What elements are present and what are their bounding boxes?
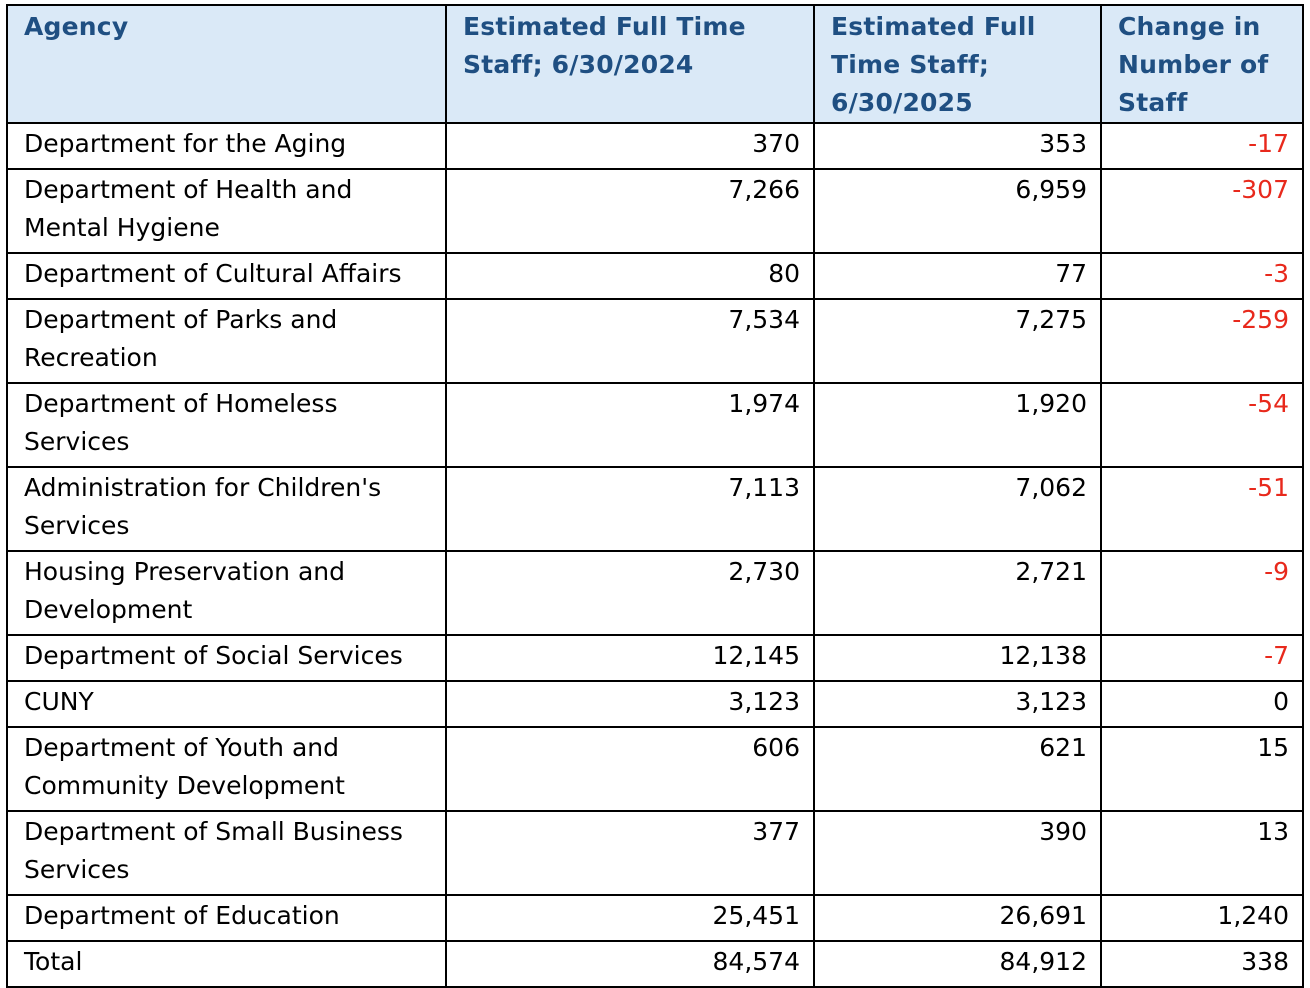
total-row: Total 84,574 84,912 338: [6, 940, 1304, 988]
staffing-table: Agency Estimated Full Time Staff; 6/30/2…: [6, 4, 1304, 988]
agency-name: Department of Health and Mental Hygiene: [6, 168, 447, 254]
staff-2024-cell: 80: [445, 252, 815, 300]
agency-name: Department of Education: [6, 894, 447, 942]
staff-2025-cell: 3,123: [813, 680, 1102, 728]
table-row: Department of Small Business Services 37…: [6, 810, 1304, 896]
total-label: Total: [6, 940, 447, 988]
staff-2025-cell: 26,691: [813, 894, 1102, 942]
staff-2024-cell: 370: [445, 122, 815, 170]
staff-2024-cell: 2,730: [445, 550, 815, 636]
change-cell: -17: [1100, 122, 1304, 170]
agency-name: Department of Parks and Recreation: [6, 298, 447, 384]
staff-2024-cell: 377: [445, 810, 815, 896]
staff-2025-cell: 7,062: [813, 466, 1102, 552]
change-cell: -3: [1100, 252, 1304, 300]
table-row: Department of Cultural Affairs 80 77 -3: [6, 252, 1304, 300]
agency-name: Department of Youth and Community Develo…: [6, 726, 447, 812]
change-cell: -51: [1100, 466, 1304, 552]
table-row: Department of Health and Mental Hygiene …: [6, 168, 1304, 254]
agency-name: Department of Social Services: [6, 634, 447, 682]
staff-2024-cell: 1,974: [445, 382, 815, 468]
change-cell: -9: [1100, 550, 1304, 636]
staff-2025-cell: 6,959: [813, 168, 1102, 254]
table-row: Department of Social Services 12,145 12,…: [6, 634, 1304, 682]
header-staff-2025: Estimated Full Time Staff; 6/30/2025: [813, 4, 1102, 124]
change-cell: 1,240: [1100, 894, 1304, 942]
header-row: Agency Estimated Full Time Staff; 6/30/2…: [6, 4, 1304, 124]
table-row: Department of Homeless Services 1,974 1,…: [6, 382, 1304, 468]
agency-name: Administration for Children's Services: [6, 466, 447, 552]
total-2024-cell: 84,574: [445, 940, 815, 988]
table-body: Department for the Aging 370 353 -17 Dep…: [6, 122, 1304, 988]
total-change-cell: 338: [1100, 940, 1304, 988]
total-2025-cell: 84,912: [813, 940, 1102, 988]
staff-2024-cell: 25,451: [445, 894, 815, 942]
header-agency: Agency: [6, 4, 447, 124]
change-cell: 0: [1100, 680, 1304, 728]
table-header: Agency Estimated Full Time Staff; 6/30/2…: [6, 4, 1304, 124]
change-cell: -7: [1100, 634, 1304, 682]
table-row: Housing Preservation and Development 2,7…: [6, 550, 1304, 636]
staff-2025-cell: 1,920: [813, 382, 1102, 468]
header-change: Change in Number of Staff: [1100, 4, 1304, 124]
table-row: Department of Parks and Recreation 7,534…: [6, 298, 1304, 384]
staff-2024-cell: 7,266: [445, 168, 815, 254]
table-row: Department for the Aging 370 353 -17: [6, 122, 1304, 170]
agency-name: Department for the Aging: [6, 122, 447, 170]
change-cell: 15: [1100, 726, 1304, 812]
change-cell: -259: [1100, 298, 1304, 384]
staff-2024-cell: 12,145: [445, 634, 815, 682]
staff-2025-cell: 621: [813, 726, 1102, 812]
agency-name: Department of Homeless Services: [6, 382, 447, 468]
table-row: Department of Youth and Community Develo…: [6, 726, 1304, 812]
staff-2025-cell: 7,275: [813, 298, 1102, 384]
table-row: CUNY 3,123 3,123 0: [6, 680, 1304, 728]
header-staff-2024: Estimated Full Time Staff; 6/30/2024: [445, 4, 815, 124]
staff-2025-cell: 12,138: [813, 634, 1102, 682]
agency-name: CUNY: [6, 680, 447, 728]
table-row: Administration for Children's Services 7…: [6, 466, 1304, 552]
staff-2024-cell: 3,123: [445, 680, 815, 728]
change-cell: 13: [1100, 810, 1304, 896]
staff-2024-cell: 7,113: [445, 466, 815, 552]
staff-2024-cell: 7,534: [445, 298, 815, 384]
table-row: Department of Education 25,451 26,691 1,…: [6, 894, 1304, 942]
staff-2025-cell: 2,721: [813, 550, 1102, 636]
staff-2025-cell: 353: [813, 122, 1102, 170]
staff-2024-cell: 606: [445, 726, 815, 812]
change-cell: -54: [1100, 382, 1304, 468]
staff-2025-cell: 390: [813, 810, 1102, 896]
agency-name: Housing Preservation and Development: [6, 550, 447, 636]
staff-2025-cell: 77: [813, 252, 1102, 300]
agency-name: Department of Cultural Affairs: [6, 252, 447, 300]
agency-name: Department of Small Business Services: [6, 810, 447, 896]
change-cell: -307: [1100, 168, 1304, 254]
